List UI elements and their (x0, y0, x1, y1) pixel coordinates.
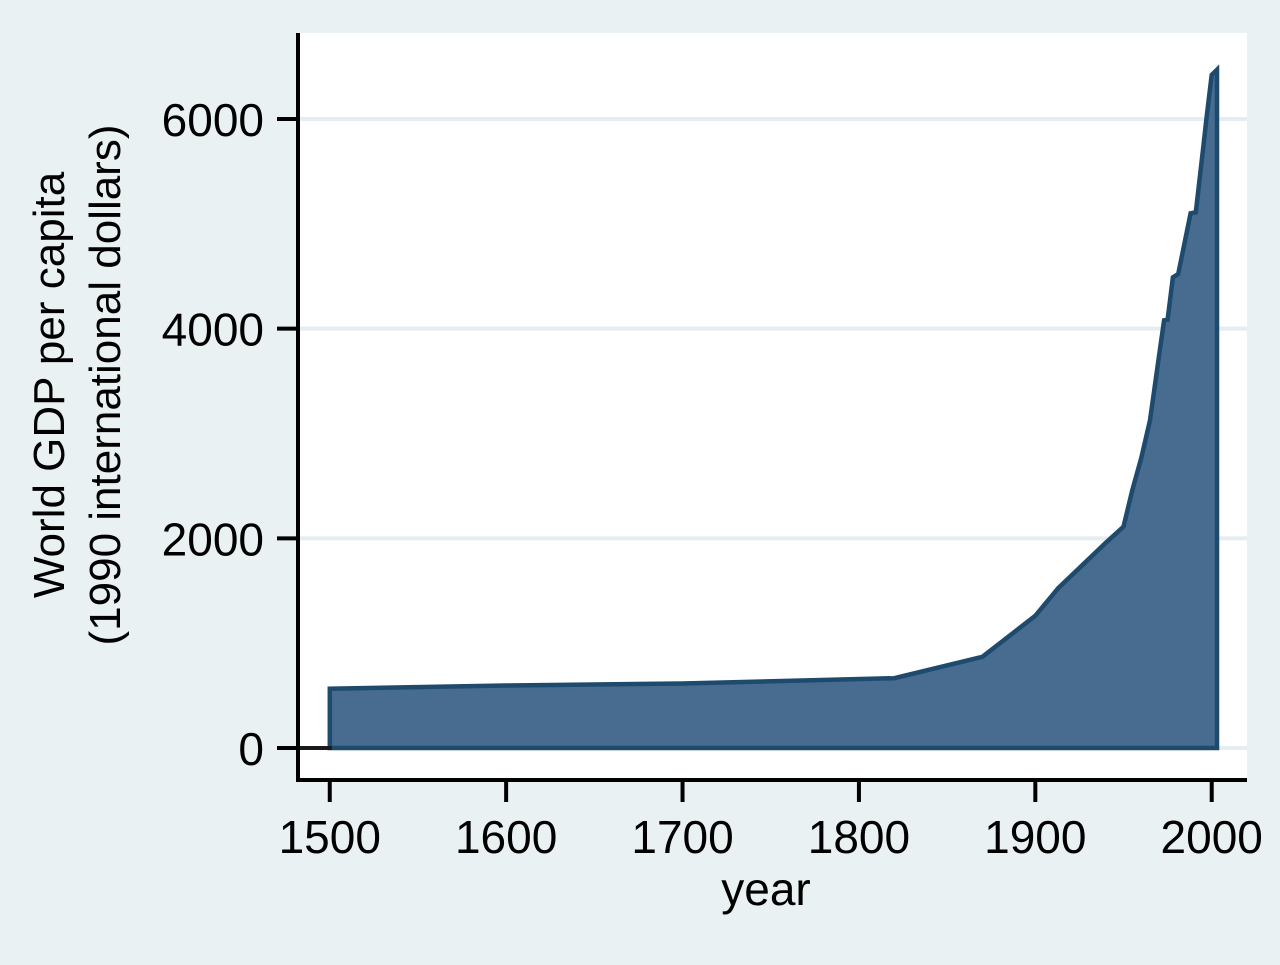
x-tick-label: 1500 (279, 811, 381, 863)
x-tick-label: 1700 (631, 811, 733, 863)
y-tick-label: 0 (238, 723, 264, 775)
x-tick-label: 1800 (808, 811, 910, 863)
y-axis-title-line2: (1990 international dollars) (81, 125, 130, 646)
x-tick-labels: 1500 1600 1700 1800 1900 2000 (279, 811, 1263, 863)
y-tick-label: 6000 (162, 94, 264, 146)
x-tick-label: 2000 (1161, 811, 1263, 863)
y-axis-title-line1: World GDP per capita (25, 171, 74, 598)
area-polygon (327, 64, 1220, 751)
y-tick-labels: 0 2000 4000 6000 (162, 94, 264, 775)
y-tick-label: 4000 (162, 304, 264, 356)
x-tick-label: 1900 (984, 811, 1086, 863)
x-tick-label: 1600 (455, 811, 557, 863)
y-axis-title: World GDP per capita (1990 international… (25, 125, 130, 646)
axes (277, 33, 1247, 802)
area-series (327, 64, 1220, 751)
y-tick-label: 2000 (162, 513, 264, 565)
x-axis-title: year (721, 863, 810, 915)
